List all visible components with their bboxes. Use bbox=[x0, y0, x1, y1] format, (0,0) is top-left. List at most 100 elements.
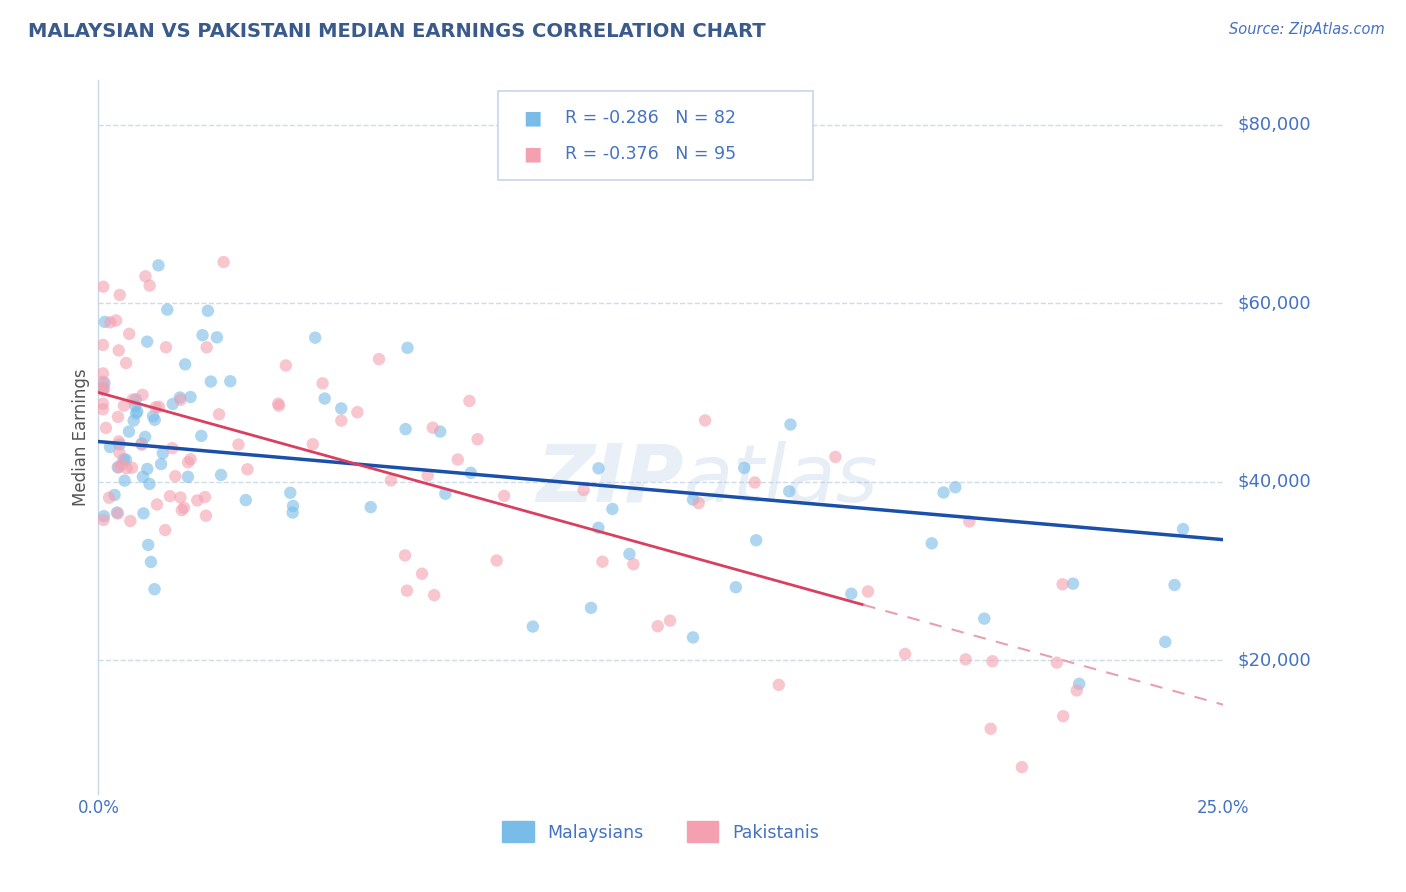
Point bbox=[190, 429, 212, 443]
Point bbox=[1171, 522, 1194, 536]
Point bbox=[115, 452, 138, 467]
Point bbox=[278, 485, 301, 500]
Point bbox=[200, 375, 222, 389]
Point bbox=[98, 440, 121, 454]
Point bbox=[429, 425, 451, 439]
Point bbox=[186, 493, 208, 508]
Point bbox=[330, 401, 353, 416]
Point bbox=[118, 326, 141, 341]
Point bbox=[682, 631, 704, 645]
Point bbox=[91, 279, 114, 293]
Point bbox=[165, 469, 187, 483]
Point bbox=[150, 457, 173, 471]
Point bbox=[115, 461, 138, 475]
Point bbox=[125, 392, 148, 407]
Point bbox=[91, 367, 114, 381]
Point bbox=[647, 619, 669, 633]
Text: atlas: atlas bbox=[683, 441, 879, 519]
Point bbox=[127, 404, 149, 418]
Point bbox=[112, 399, 135, 413]
Point bbox=[120, 514, 142, 528]
Point bbox=[973, 612, 995, 626]
Point bbox=[932, 485, 955, 500]
Point bbox=[396, 341, 419, 355]
Point bbox=[228, 437, 250, 451]
Point bbox=[91, 381, 114, 395]
Point bbox=[235, 493, 257, 508]
Point bbox=[153, 523, 176, 537]
FancyBboxPatch shape bbox=[498, 91, 813, 180]
Text: ZIP: ZIP bbox=[536, 441, 683, 519]
Point bbox=[304, 331, 326, 345]
Point bbox=[1011, 760, 1033, 774]
Point bbox=[122, 413, 145, 427]
Point bbox=[152, 446, 174, 460]
Point bbox=[467, 432, 489, 446]
Text: R = -0.376   N = 95: R = -0.376 N = 95 bbox=[565, 145, 737, 162]
Point bbox=[208, 407, 231, 421]
Point bbox=[132, 469, 155, 483]
Point bbox=[93, 376, 115, 390]
Point bbox=[434, 487, 457, 501]
Point bbox=[173, 500, 195, 515]
Point bbox=[180, 452, 202, 467]
Point bbox=[733, 461, 755, 475]
Point bbox=[91, 396, 114, 410]
Point bbox=[139, 555, 162, 569]
Point bbox=[174, 357, 197, 371]
Text: R = -0.286   N = 82: R = -0.286 N = 82 bbox=[565, 109, 737, 127]
Point bbox=[138, 476, 160, 491]
Point bbox=[314, 392, 336, 406]
Point bbox=[194, 490, 217, 504]
Point bbox=[107, 460, 129, 475]
Point bbox=[447, 452, 470, 467]
Point bbox=[146, 498, 169, 512]
Text: ■: ■ bbox=[523, 145, 541, 163]
Point bbox=[724, 580, 747, 594]
Point bbox=[1066, 683, 1088, 698]
Point bbox=[125, 406, 148, 420]
Point bbox=[94, 315, 117, 329]
Point bbox=[156, 302, 179, 317]
Text: $40,000: $40,000 bbox=[1237, 473, 1310, 491]
Point bbox=[131, 436, 153, 450]
Point bbox=[422, 420, 444, 434]
Point bbox=[330, 414, 353, 428]
Point bbox=[824, 450, 846, 464]
Point bbox=[411, 566, 433, 581]
Point bbox=[1062, 576, 1084, 591]
Point bbox=[1069, 677, 1091, 691]
Point bbox=[107, 409, 129, 424]
Point bbox=[136, 462, 159, 476]
Point bbox=[460, 466, 482, 480]
Point bbox=[191, 328, 214, 343]
Point bbox=[458, 393, 481, 408]
Point bbox=[1154, 635, 1177, 649]
Point bbox=[281, 499, 304, 513]
Point bbox=[485, 553, 508, 567]
Point bbox=[162, 441, 184, 455]
Point bbox=[602, 502, 624, 516]
Point bbox=[688, 496, 710, 510]
Point bbox=[301, 437, 323, 451]
Point bbox=[619, 547, 641, 561]
Point bbox=[91, 383, 114, 397]
Point bbox=[170, 503, 193, 517]
Point bbox=[346, 405, 368, 419]
Y-axis label: Median Earnings: Median Earnings bbox=[72, 368, 90, 506]
Point bbox=[236, 462, 259, 476]
Point bbox=[132, 507, 155, 521]
Point bbox=[142, 409, 165, 424]
Point bbox=[744, 475, 766, 490]
Point bbox=[131, 438, 153, 452]
Text: $20,000: $20,000 bbox=[1237, 651, 1310, 669]
Point bbox=[93, 513, 115, 527]
Point bbox=[98, 315, 121, 329]
Point bbox=[856, 584, 879, 599]
Point bbox=[124, 399, 146, 413]
Point bbox=[659, 614, 682, 628]
Point bbox=[212, 255, 235, 269]
Point bbox=[108, 445, 131, 459]
Point bbox=[494, 489, 516, 503]
Point bbox=[1052, 709, 1074, 723]
